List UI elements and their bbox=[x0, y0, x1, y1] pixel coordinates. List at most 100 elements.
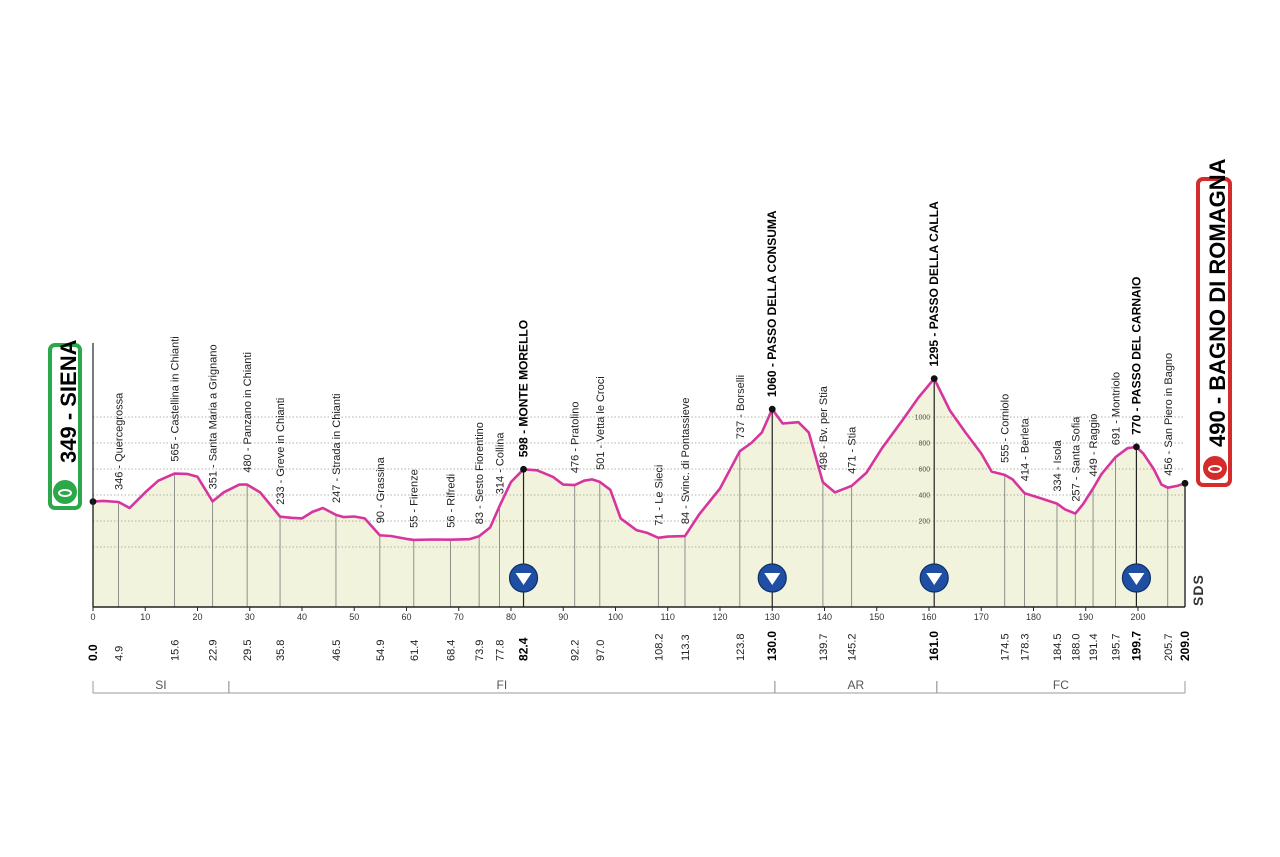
waypoint-km-label: 113.3 bbox=[680, 634, 692, 661]
summit-dot bbox=[520, 465, 527, 473]
waypoint-label: 1060 - PASSO DELLA CONSUMA bbox=[765, 210, 779, 397]
province-label: AR bbox=[847, 678, 864, 692]
waypoint-km-label: 77.8 bbox=[495, 640, 507, 661]
waypoint-km-label: 54.9 bbox=[375, 640, 387, 661]
gpm-triangle-icon bbox=[764, 573, 781, 585]
profile-area bbox=[93, 378, 1185, 607]
x-tick-label: 20 bbox=[192, 612, 202, 622]
waypoint-label: 598 - MONTE MORELLO bbox=[516, 320, 530, 457]
x-tick-label: 130 bbox=[765, 612, 780, 622]
waypoint-label: 691 - Montriolo bbox=[1110, 372, 1122, 445]
waypoint-km-label: 68.4 bbox=[445, 640, 457, 661]
waypoint-km-label: 92.2 bbox=[570, 640, 582, 661]
waypoint-km-label: 205.7 bbox=[1163, 634, 1175, 662]
waypoint-km-label: 123.8 bbox=[735, 633, 747, 661]
waypoint-label: 414 - Berleta bbox=[1020, 417, 1032, 481]
waypoint-label: 334 - Isola bbox=[1052, 439, 1064, 491]
waypoint-label: 56 - Rifredi bbox=[445, 474, 457, 528]
waypoint-label: 476 - Pratolino bbox=[570, 402, 582, 474]
waypoint-km-label: 178.3 bbox=[1020, 633, 1032, 661]
waypoint-km-label: 108.2 bbox=[653, 633, 665, 661]
waypoint-label: 456 - San Piero in Bagno bbox=[1163, 353, 1175, 476]
x-tick-label: 160 bbox=[921, 612, 936, 622]
waypoint-km-label: 35.8 bbox=[275, 640, 287, 661]
waypoint-label: 233 - Greve in Chianti bbox=[275, 398, 287, 505]
waypoint-label: 471 - Stia bbox=[847, 426, 859, 474]
x-tick-label: 50 bbox=[349, 612, 359, 622]
finish-bike-icon bbox=[1203, 456, 1227, 480]
waypoint-label: 480 - Panzano in Chianti bbox=[242, 352, 254, 472]
gpm-triangle-icon bbox=[1128, 573, 1145, 585]
x-tick-label: 200 bbox=[1130, 612, 1145, 622]
x-tick-label: 110 bbox=[661, 612, 675, 622]
gpm-triangle-icon bbox=[515, 573, 532, 585]
waypoint-label: 71 - Le Sieci bbox=[653, 465, 665, 526]
waypoint-label: 770 - PASSO DEL CARNAIO bbox=[1129, 277, 1143, 435]
waypoint-label: 314 - Collina bbox=[494, 432, 506, 495]
x-tick-label: 90 bbox=[558, 612, 568, 622]
waypoint-km-label: 145.2 bbox=[847, 634, 859, 662]
waypoint-km-label: 22.9 bbox=[208, 640, 220, 661]
x-tick-label: 10 bbox=[140, 612, 150, 622]
waypoint-km-label: 4.9 bbox=[114, 646, 126, 661]
waypoint-label: 346 - Quercegrossa bbox=[114, 392, 126, 490]
start-bike-icon bbox=[53, 480, 77, 504]
summit-dot bbox=[768, 405, 776, 413]
waypoint-label: 83 - Sesto Fiorentino bbox=[474, 422, 486, 524]
waypoint-km-label: 199.7 bbox=[1129, 631, 1143, 661]
province-label: FC bbox=[1053, 678, 1069, 692]
waypoint-km-label: 184.5 bbox=[1052, 633, 1064, 661]
x-tick-label: 70 bbox=[454, 612, 464, 622]
waypoint-km-label: 61.4 bbox=[409, 640, 421, 661]
summit-dot bbox=[930, 375, 938, 383]
x-tick-label: 170 bbox=[974, 612, 989, 622]
waypoint-km-label: 82.4 bbox=[517, 637, 531, 661]
x-tick-label: 120 bbox=[712, 612, 727, 622]
x-tick-label: 140 bbox=[817, 612, 832, 622]
x-tick-label: 100 bbox=[608, 612, 623, 622]
gpm-triangle-icon bbox=[926, 573, 943, 585]
province-label: FI bbox=[497, 678, 508, 692]
altitude-tick-label: 200 bbox=[919, 519, 931, 526]
waypoint-km-label: 0.0 bbox=[86, 644, 100, 661]
waypoint-label: 351 - Santa Maria a Grignano bbox=[208, 344, 220, 489]
sds-logo-text: SDS bbox=[1190, 574, 1206, 606]
altitude-tick-label: 600 bbox=[919, 467, 931, 474]
waypoint-label: 498 - Bv. per Stia bbox=[818, 385, 830, 470]
altitude-tick-label: 800 bbox=[919, 441, 931, 448]
waypoint-km-label: 46.5 bbox=[331, 640, 343, 661]
waypoint-label: 247 - Strada in Chianti bbox=[331, 393, 343, 502]
waypoint-km-label: 174.5 bbox=[1000, 633, 1012, 661]
profile-line bbox=[92, 377, 1186, 542]
finish-label: 490 - BAGNO DI ROMAGNA bbox=[1205, 158, 1230, 447]
x-tick-label: 60 bbox=[401, 612, 411, 622]
x-tick-label: 190 bbox=[1078, 612, 1093, 622]
waypoint-km-label: 97.0 bbox=[595, 640, 607, 661]
waypoint-km-label: 191.4 bbox=[1088, 633, 1100, 661]
waypoint-label: 84 - Svinc. di Pontassieve bbox=[680, 398, 692, 525]
waypoint-km-label: 209.0 bbox=[1178, 631, 1192, 661]
waypoint-label: 737 - Borselli bbox=[735, 375, 747, 439]
summit-dot bbox=[1133, 443, 1140, 451]
waypoint-label: 501 - Vetta le Croci bbox=[595, 376, 607, 470]
waypoint-label: 55 - Firenze bbox=[409, 469, 421, 528]
waypoint-km-label: 188.0 bbox=[1070, 633, 1082, 661]
x-tick-label: 150 bbox=[869, 612, 884, 622]
waypoint-km-label: 139.7 bbox=[818, 633, 830, 661]
waypoint-km-label: 161.0 bbox=[927, 631, 941, 661]
waypoint-km-label: 15.6 bbox=[170, 640, 182, 661]
waypoint-label: 90 - Grassina bbox=[375, 456, 387, 523]
waypoint-km-label: 29.5 bbox=[242, 640, 254, 661]
start-badge: 349 - SIENA bbox=[48, 339, 82, 510]
waypoint-label: 257 - Santa Sofia bbox=[1070, 416, 1082, 502]
x-tick-label: 80 bbox=[506, 612, 516, 622]
waypoint-km-label: 195.7 bbox=[1111, 633, 1123, 661]
waypoint-label: 1295 - PASSO DELLA CALLA bbox=[927, 201, 941, 367]
altitude-tick-label: 1000 bbox=[915, 415, 931, 422]
start-label: 349 - SIENA bbox=[56, 339, 81, 464]
x-tick-label: 30 bbox=[245, 612, 255, 622]
x-tick-label: 180 bbox=[1026, 612, 1041, 622]
x-tick-label: 0 bbox=[90, 612, 95, 622]
